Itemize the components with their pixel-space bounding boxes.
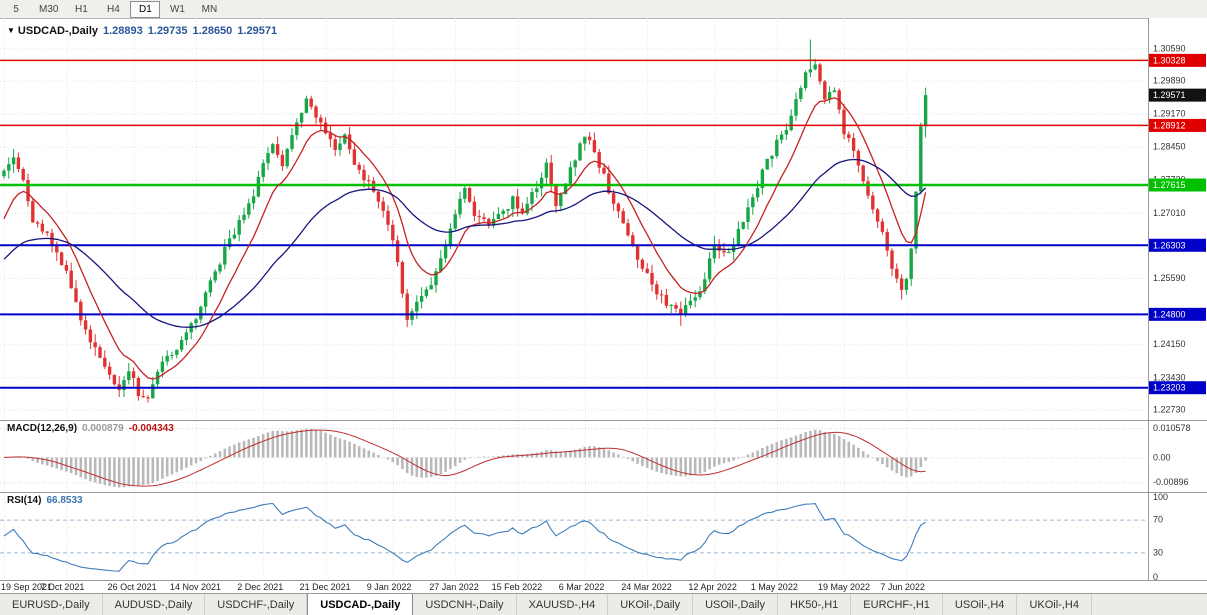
price-tag: [1149, 307, 1206, 321]
svg-text:-0.00896: -0.00896: [1153, 477, 1189, 487]
macd-indicator-pane[interactable]: 0.010578 0.00 -0.00896: [0, 420, 1207, 492]
svg-text:1.23203: 1.23203: [1153, 383, 1186, 393]
date-label: 26 Oct 2021: [107, 582, 157, 592]
macd-signal-line: [3, 429, 926, 487]
timeframe-button-d1[interactable]: D1: [130, 0, 161, 18]
svg-text:1.25590: 1.25590: [1153, 273, 1186, 283]
timeframe-button-h4[interactable]: H4: [107, 3, 120, 15]
symbol-marker-icon: ▼: [7, 26, 15, 35]
svg-text:1.28912: 1.28912: [1153, 120, 1186, 130]
price-tag: [1149, 381, 1206, 395]
date-label: 21 Dec 2021: [299, 582, 351, 592]
svg-text:1.29890: 1.29890: [1153, 75, 1186, 85]
svg-text:1.27010: 1.27010: [1153, 208, 1186, 218]
chart-tab-usdcnhdaily[interactable]: USDCNH-,Daily: [413, 594, 517, 615]
chart-tab-usoildaily[interactable]: USOil-,Daily: [693, 594, 778, 615]
chart-tab-audusddaily[interactable]: AUDUSD-,Daily: [103, 594, 206, 615]
chart-tab-eurusddaily[interactable]: EURUSD-,Daily: [0, 594, 103, 615]
date-axis: 19 Sep 2021 7 Oct 2021 26 Oct 2021 14 Nov 2…: [0, 580, 1207, 594]
macd-label: MACD(12,26,9) 0.000879 -0.004343: [7, 423, 174, 434]
svg-text:1.30590: 1.30590: [1153, 43, 1186, 53]
date-label: 12 Apr 2022: [688, 582, 737, 592]
ohlc-open: 1.28893: [103, 25, 143, 37]
timeframe-button-5[interactable]: 5: [13, 3, 19, 15]
chart-tab-usdchfdaily[interactable]: USDCHF-,Daily: [205, 594, 308, 615]
svg-text:1.24800: 1.24800: [1153, 309, 1186, 319]
chart-legend: ▼ USDCAD-,Daily 1.28893 1.29735 1.28650 1.295…: [7, 25, 277, 37]
svg-text:100: 100: [1153, 492, 1168, 502]
price-tag: [1149, 118, 1206, 132]
date-label: 9 Jan 2022: [366, 582, 412, 592]
svg-text:1.22730: 1.22730: [1153, 404, 1186, 414]
date-label: 19 May 2022: [818, 582, 871, 592]
date-label: 1 May 2022: [750, 582, 798, 592]
date-label: 6 Mar 2022: [558, 582, 605, 592]
price-tag: [1149, 238, 1206, 252]
date-label: 2 Dec 2021: [237, 582, 284, 592]
moving-average-line: [3, 97, 927, 380]
chart-tabs-bar: EURUSD-,Daily AUDUSD-,Daily USDCHF-,Daily U…: [0, 593, 1207, 615]
candles: [2, 39, 928, 403]
chart-tab-xauusdh4[interactable]: XAUUSD-,H4: [517, 594, 609, 615]
price-tag: [1149, 178, 1206, 192]
chart-tab-usoilh4[interactable]: USOil-,H4: [943, 594, 1018, 615]
ohlc-high: 1.29735: [147, 25, 188, 37]
rsi-label: RSI(14) 66.8533: [7, 495, 83, 506]
chart-tab-usdcaddaily[interactable]: USDCAD-,Daily: [307, 594, 414, 615]
timeframe-toolbar: 5 M30 H1 H4 D1 W1 MN: [0, 0, 1207, 19]
svg-text:1.30328: 1.30328: [1153, 55, 1186, 65]
timeframe-button-h1[interactable]: H1: [75, 3, 88, 15]
timeframe-button-mn[interactable]: MN: [201, 3, 218, 15]
date-label: 24 Mar 2022: [621, 582, 672, 592]
svg-text:0.010578: 0.010578: [1153, 423, 1191, 433]
svg-text:0.00: 0.00: [1153, 452, 1171, 462]
rsi-indicator-pane[interactable]: 100 70 30 0: [0, 492, 1207, 580]
macd-name: MACD(12,26,9): [7, 423, 78, 434]
price-tag: [1149, 88, 1206, 102]
timeframe-button-w1[interactable]: W1: [169, 3, 185, 15]
svg-text:30: 30: [1153, 547, 1163, 557]
date-label: 14 Nov 2021: [170, 582, 222, 592]
date-label: 7 Jun 2022: [880, 582, 925, 592]
rsi-value: 66.8533: [46, 495, 83, 506]
rsi-line: [3, 502, 926, 572]
svg-text:0: 0: [1153, 572, 1158, 580]
chart-tab-hk50h1[interactable]: HK50-,H1: [778, 594, 852, 615]
chart-tab-ukoilh4[interactable]: UKOil-,H4: [1017, 594, 1092, 615]
svg-text:1.28450: 1.28450: [1153, 142, 1186, 152]
chart-tab-ukoildaily[interactable]: UKOil-,Daily: [608, 594, 694, 615]
price-chart[interactable]: 1.305901.298901.291701.284501.277301.270…: [0, 18, 1207, 420]
date-label: 15 Feb 2022: [491, 582, 543, 592]
svg-text:1.23430: 1.23430: [1153, 372, 1186, 382]
timeframe-button-m30[interactable]: M30: [39, 3, 59, 15]
ohlc-close: 1.29571: [237, 25, 278, 37]
svg-text:70: 70: [1153, 515, 1163, 525]
svg-text:1.24150: 1.24150: [1153, 339, 1186, 349]
date-label: 7 Oct 2021: [40, 582, 85, 592]
svg-text:1.26303: 1.26303: [1153, 240, 1186, 250]
chart-tab-eurchfh1[interactable]: EURCHF-,H1: [851, 594, 943, 615]
svg-text:1.29571: 1.29571: [1153, 90, 1186, 100]
rsi-name: RSI(14): [7, 495, 42, 506]
svg-text:1.29170: 1.29170: [1153, 109, 1186, 119]
price-tag: [1149, 53, 1206, 67]
macd-signal-value: -0.004343: [128, 423, 174, 434]
ohlc-low: 1.28650: [192, 25, 233, 37]
symbol-title: USDCAD-,Daily: [17, 25, 98, 37]
macd-main-value: 0.000879: [82, 423, 124, 434]
moving-average-line: [3, 158, 927, 328]
date-label: 27 Jan 2022: [429, 582, 479, 592]
macd-histogram: [7, 428, 927, 488]
svg-text:1.27615: 1.27615: [1153, 180, 1186, 190]
date-label: 19 Sep 2021: [1, 582, 53, 592]
